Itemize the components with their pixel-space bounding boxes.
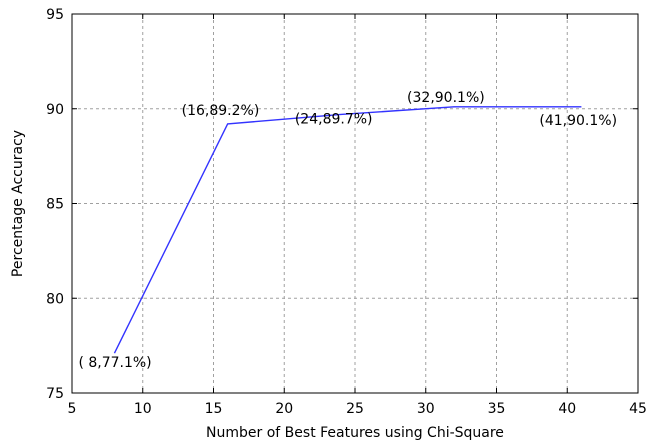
data-label: ( 8,77.1%) xyxy=(78,355,151,371)
x-tick-label: 20 xyxy=(275,401,293,417)
x-tick-label: 25 xyxy=(346,401,364,417)
x-tick-label: 45 xyxy=(629,401,647,417)
y-tick-label: 85 xyxy=(46,197,64,213)
series-layer xyxy=(113,106,582,354)
x-tick-label: 5 xyxy=(68,401,77,417)
y-axis-label: Percentage Accuracy xyxy=(10,130,26,277)
x-tick-label: 40 xyxy=(558,401,576,417)
y-tick-label: 95 xyxy=(46,7,64,23)
axis-ticks: 5 10 15 20 25 30 35 40 45 75 80 85 90 95 xyxy=(46,7,647,417)
data-label: (16,89.2%) xyxy=(182,103,260,119)
data-label: (32,90.1%) xyxy=(407,90,485,106)
y-tick-label: 90 xyxy=(46,102,64,118)
series-line xyxy=(113,106,582,354)
data-labels: ( 8,77.1%) (16,89.2%) (24,89.7%) (32,90.1%)… xyxy=(78,90,617,371)
x-tick-label: 35 xyxy=(488,401,506,417)
x-tick-label: 10 xyxy=(134,401,152,417)
data-label: (41,90.1%) xyxy=(539,113,617,129)
x-tick-label: 15 xyxy=(205,401,223,417)
data-label: (24,89.7%) xyxy=(295,111,373,127)
x-tick-label: 30 xyxy=(417,401,435,417)
y-tick-label: 75 xyxy=(46,386,64,402)
x-axis-label: Number of Best Features using Chi-Square xyxy=(206,425,504,441)
grid xyxy=(72,14,638,393)
y-tick-label: 80 xyxy=(46,291,64,307)
